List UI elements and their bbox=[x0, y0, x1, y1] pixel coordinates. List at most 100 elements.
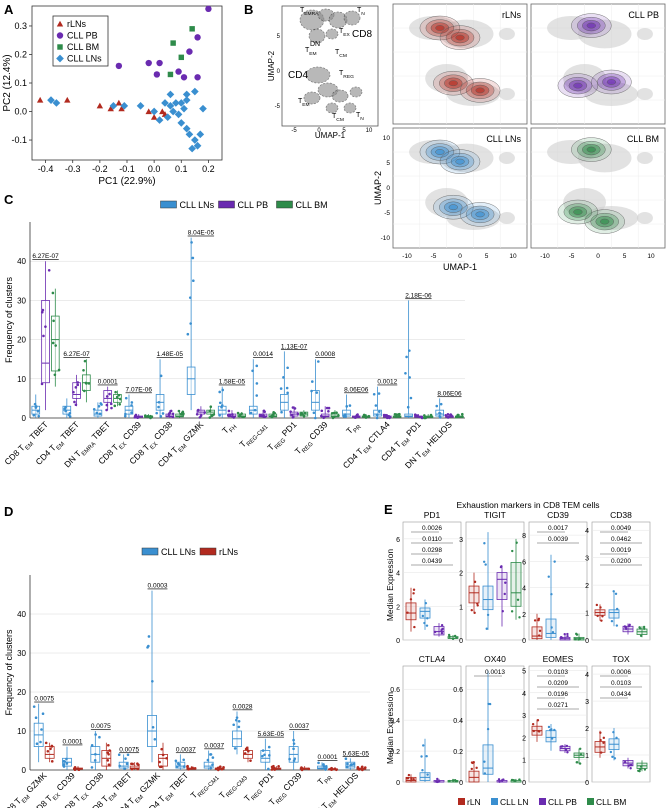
data-point bbox=[222, 766, 225, 769]
data-point bbox=[512, 779, 515, 782]
density-contour bbox=[455, 34, 465, 41]
data-point bbox=[290, 413, 294, 417]
data-point bbox=[41, 308, 45, 312]
legend-marker bbox=[56, 20, 64, 27]
y-tick-label: 0 bbox=[396, 780, 400, 787]
data-point bbox=[73, 400, 76, 404]
density-x-tick: -10 bbox=[540, 253, 550, 260]
facet-pd1: PD1 0 2 4 6 0.0026 0.0110 0.0298 0.0439 bbox=[396, 510, 462, 645]
umap-cluster-label: TCM bbox=[332, 113, 344, 123]
umap-cluster bbox=[325, 102, 339, 114]
y-tick-label: 1 bbox=[585, 611, 589, 618]
y-tick-label: 40 bbox=[17, 257, 26, 266]
data-point bbox=[483, 772, 487, 775]
data-point bbox=[236, 411, 240, 415]
p-value: 0.0037 bbox=[289, 723, 309, 730]
data-point bbox=[387, 415, 391, 418]
data-point-diamond bbox=[177, 99, 186, 107]
box-body bbox=[44, 746, 55, 759]
data-point bbox=[268, 754, 271, 757]
data-point bbox=[279, 387, 283, 390]
data-point bbox=[550, 728, 553, 731]
data-point bbox=[627, 764, 630, 767]
data-point bbox=[130, 762, 133, 766]
data-point bbox=[208, 409, 212, 413]
data-point bbox=[413, 625, 416, 629]
p-value: 0.0200 bbox=[611, 558, 631, 565]
data-point bbox=[537, 634, 541, 637]
data-point bbox=[325, 406, 329, 410]
legend-swatch bbox=[276, 200, 293, 209]
density-panel: CLL PB bbox=[530, 3, 666, 125]
data-point bbox=[639, 634, 643, 637]
p-value: 0.0001 bbox=[318, 754, 338, 761]
data-point bbox=[292, 759, 296, 762]
y-tick-label: 4 bbox=[585, 672, 589, 679]
data-point bbox=[504, 581, 507, 584]
data-point-triangle bbox=[107, 105, 114, 112]
data-point bbox=[484, 563, 487, 566]
density-y-label: UMAP-2 bbox=[373, 171, 383, 205]
p-value: 0.0014 bbox=[253, 351, 273, 358]
data-point-diamond bbox=[47, 96, 55, 104]
data-point bbox=[362, 415, 366, 418]
data-point bbox=[377, 392, 381, 395]
data-point bbox=[300, 766, 304, 770]
data-point bbox=[500, 779, 504, 782]
data-point bbox=[134, 413, 138, 417]
data-point bbox=[406, 611, 409, 614]
facet-eomes: EOMES 0 1 2 3 4 5 0.0103 0.0209 0.0196 0.0271 bbox=[522, 654, 588, 787]
box-body bbox=[468, 770, 480, 783]
data-point bbox=[171, 412, 175, 416]
data-point bbox=[282, 376, 285, 379]
data-point bbox=[623, 760, 627, 764]
data-point-diamond bbox=[163, 113, 172, 122]
p-value: 5.63E-05 bbox=[343, 750, 370, 757]
p-value: 1.48E-05 bbox=[157, 351, 184, 358]
legend-label: CLL LNs bbox=[67, 54, 102, 64]
data-point bbox=[245, 748, 249, 751]
x-axis-label: PC1 (22.9%) bbox=[98, 176, 155, 187]
data-point bbox=[550, 737, 554, 740]
data-point bbox=[516, 598, 520, 601]
facet-cd39: CD39 0 2 4 6 8 0.0017 0.0039 bbox=[522, 510, 588, 645]
data-point bbox=[168, 411, 172, 415]
density-x-tick: -10 bbox=[402, 253, 412, 260]
box-body bbox=[41, 299, 50, 384]
data-point-diamond bbox=[191, 136, 199, 144]
data-point bbox=[273, 411, 276, 415]
data-point-square bbox=[170, 40, 176, 46]
data-point bbox=[286, 366, 289, 370]
legend-swatch bbox=[199, 547, 217, 556]
data-point bbox=[125, 762, 129, 766]
data-point bbox=[412, 592, 415, 595]
umap-x-tick: -5 bbox=[291, 128, 297, 134]
data-point bbox=[135, 415, 139, 419]
data-point bbox=[124, 412, 127, 416]
data-point bbox=[461, 415, 464, 419]
data-point-diamond bbox=[180, 104, 188, 113]
facet-title: OX40 bbox=[484, 654, 506, 664]
data-point bbox=[114, 390, 117, 394]
data-point bbox=[438, 411, 441, 415]
data-point bbox=[220, 767, 224, 771]
data-point bbox=[32, 705, 36, 708]
y-tick-label: 3 bbox=[585, 556, 589, 563]
data-point bbox=[157, 405, 160, 409]
legend-marker bbox=[56, 32, 64, 39]
data-point bbox=[84, 381, 88, 385]
data-point bbox=[330, 768, 333, 771]
x-tick-label: -0.4 bbox=[38, 164, 54, 174]
data-point bbox=[470, 608, 473, 612]
facet-frame bbox=[465, 665, 525, 783]
data-point bbox=[158, 760, 161, 764]
data-point bbox=[113, 404, 117, 408]
data-point-triangle bbox=[115, 99, 123, 106]
data-point bbox=[123, 414, 127, 418]
data-point bbox=[50, 760, 54, 763]
p-value: 0.0003 bbox=[148, 583, 168, 590]
p-value: 0.0037 bbox=[176, 746, 196, 753]
p-value: 0.0434 bbox=[611, 691, 631, 698]
data-point bbox=[146, 646, 149, 649]
data-point bbox=[615, 736, 618, 740]
